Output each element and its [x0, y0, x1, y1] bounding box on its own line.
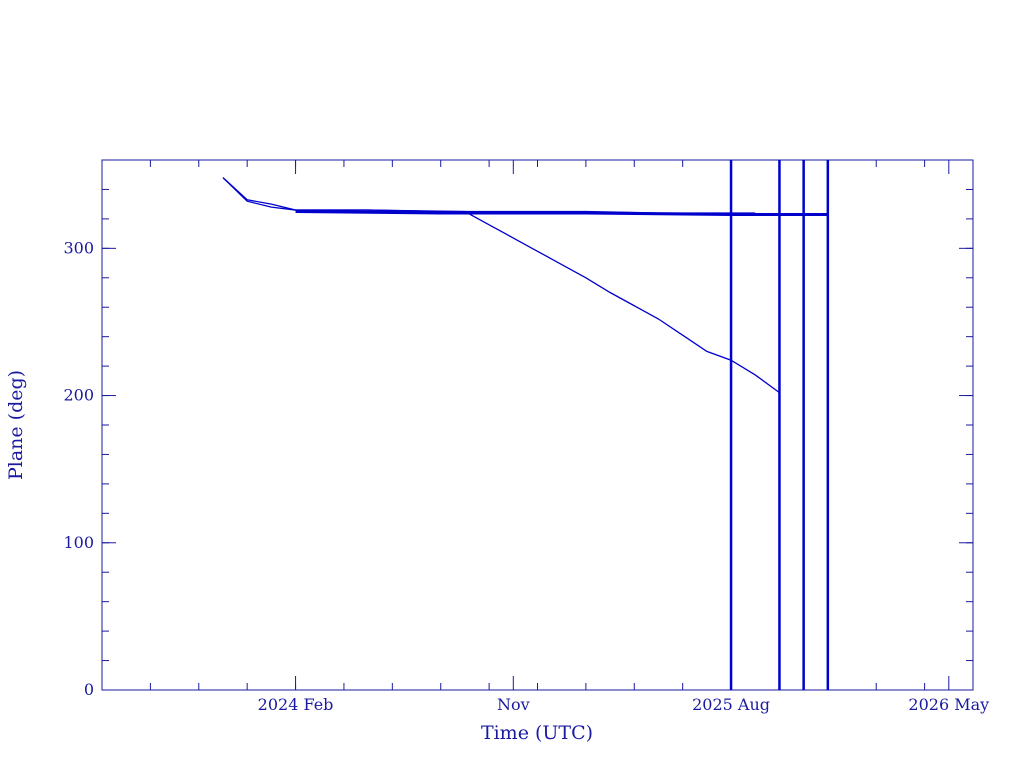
x-axis-label: Time (UTC): [481, 722, 593, 744]
y-tick-label: 100: [63, 533, 94, 552]
y-tick-label: 200: [63, 386, 94, 405]
plot-frame: [101, 159, 974, 691]
x-tick-label: 2026 May: [908, 695, 989, 714]
x-tick-label: 2025 Aug: [692, 695, 770, 714]
data-line: [222, 177, 756, 214]
data-line: [222, 177, 780, 394]
y-tick-label: 0: [84, 680, 94, 699]
y-tick-label: 300: [63, 238, 94, 257]
x-tick-label: 2024 Feb: [258, 695, 334, 714]
y-axis-label: Plane (deg): [5, 370, 27, 480]
data-line: [295, 210, 828, 216]
x-tick-label: Nov: [497, 695, 530, 714]
